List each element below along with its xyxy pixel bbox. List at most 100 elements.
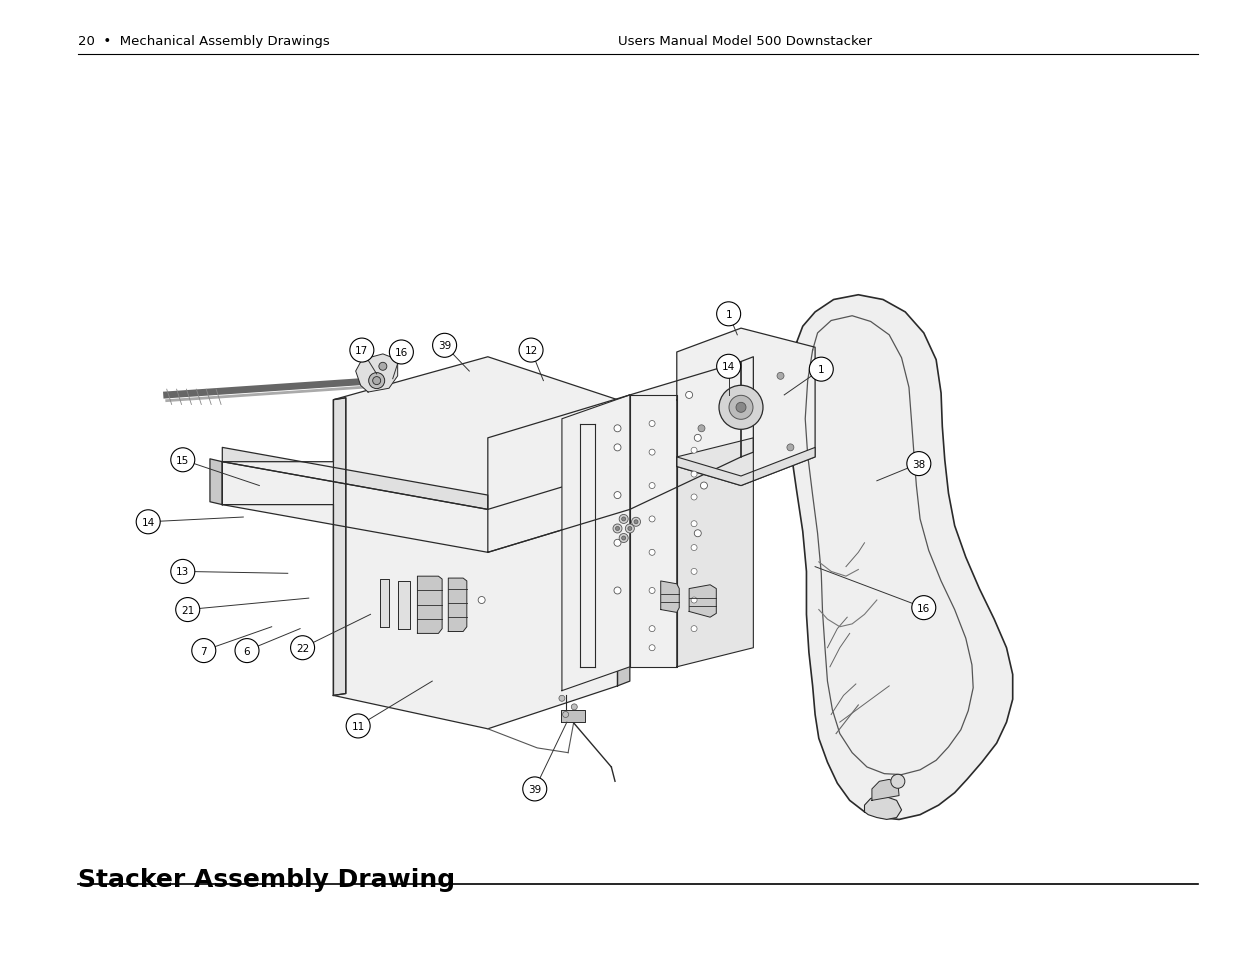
Circle shape bbox=[777, 373, 784, 380]
Text: 13: 13 bbox=[177, 567, 189, 577]
Text: 16: 16 bbox=[918, 603, 930, 613]
Polygon shape bbox=[677, 329, 815, 486]
Circle shape bbox=[614, 587, 621, 595]
Circle shape bbox=[346, 714, 370, 739]
Circle shape bbox=[175, 598, 200, 622]
Circle shape bbox=[650, 517, 655, 522]
Text: 7: 7 bbox=[200, 646, 207, 656]
Circle shape bbox=[692, 626, 697, 632]
Circle shape bbox=[692, 472, 697, 477]
Text: 14: 14 bbox=[722, 362, 735, 372]
Circle shape bbox=[478, 597, 485, 604]
Polygon shape bbox=[488, 362, 741, 553]
Polygon shape bbox=[630, 395, 677, 667]
Circle shape bbox=[559, 696, 564, 701]
Text: 14: 14 bbox=[142, 517, 154, 527]
Circle shape bbox=[692, 448, 697, 454]
Circle shape bbox=[619, 534, 629, 543]
Circle shape bbox=[625, 524, 635, 534]
Polygon shape bbox=[333, 357, 618, 729]
Circle shape bbox=[890, 775, 905, 788]
Circle shape bbox=[634, 520, 638, 524]
Polygon shape bbox=[417, 577, 442, 634]
Polygon shape bbox=[333, 398, 346, 696]
Circle shape bbox=[650, 550, 655, 556]
Circle shape bbox=[615, 527, 620, 531]
Circle shape bbox=[621, 537, 626, 540]
Text: 39: 39 bbox=[529, 784, 541, 794]
Circle shape bbox=[729, 395, 753, 420]
Circle shape bbox=[136, 510, 161, 535]
Circle shape bbox=[379, 363, 387, 371]
Polygon shape bbox=[222, 448, 488, 510]
Circle shape bbox=[650, 645, 655, 651]
Text: 11: 11 bbox=[352, 721, 364, 731]
Circle shape bbox=[650, 450, 655, 456]
Circle shape bbox=[906, 452, 931, 476]
Polygon shape bbox=[618, 395, 630, 686]
Circle shape bbox=[350, 338, 374, 363]
Polygon shape bbox=[210, 459, 222, 505]
Polygon shape bbox=[677, 438, 753, 667]
Circle shape bbox=[736, 403, 746, 413]
Circle shape bbox=[692, 521, 697, 527]
Circle shape bbox=[692, 598, 697, 603]
Text: Stacker Assembly Drawing: Stacker Assembly Drawing bbox=[78, 867, 454, 891]
Text: 15: 15 bbox=[177, 456, 189, 465]
Circle shape bbox=[170, 559, 195, 584]
Polygon shape bbox=[448, 578, 467, 632]
Circle shape bbox=[522, 777, 547, 801]
Circle shape bbox=[627, 527, 632, 531]
Circle shape bbox=[619, 515, 629, 524]
Polygon shape bbox=[356, 355, 398, 393]
Circle shape bbox=[692, 545, 697, 551]
Text: 1: 1 bbox=[725, 310, 732, 319]
Circle shape bbox=[614, 539, 621, 547]
Polygon shape bbox=[689, 585, 716, 618]
Circle shape bbox=[432, 334, 457, 358]
Circle shape bbox=[290, 636, 315, 660]
Circle shape bbox=[719, 386, 763, 430]
Circle shape bbox=[787, 444, 794, 452]
Text: 16: 16 bbox=[395, 348, 408, 357]
Circle shape bbox=[572, 704, 577, 710]
Text: 17: 17 bbox=[356, 346, 368, 355]
Polygon shape bbox=[222, 462, 630, 553]
Circle shape bbox=[614, 492, 621, 499]
Circle shape bbox=[613, 524, 622, 534]
Polygon shape bbox=[741, 357, 753, 457]
Circle shape bbox=[631, 517, 641, 527]
Circle shape bbox=[191, 639, 216, 663]
Circle shape bbox=[650, 588, 655, 594]
Polygon shape bbox=[398, 581, 410, 629]
Circle shape bbox=[692, 495, 697, 500]
Text: 38: 38 bbox=[913, 459, 925, 469]
Text: 1: 1 bbox=[818, 365, 825, 375]
Circle shape bbox=[809, 357, 834, 382]
Circle shape bbox=[698, 425, 705, 433]
Circle shape bbox=[650, 421, 655, 427]
Circle shape bbox=[911, 596, 936, 620]
Circle shape bbox=[235, 639, 259, 663]
Circle shape bbox=[389, 340, 414, 365]
Circle shape bbox=[694, 530, 701, 537]
Polygon shape bbox=[872, 780, 899, 801]
Text: 21: 21 bbox=[182, 605, 194, 615]
Polygon shape bbox=[561, 710, 585, 722]
Polygon shape bbox=[677, 448, 815, 486]
Polygon shape bbox=[661, 581, 679, 613]
Polygon shape bbox=[562, 395, 630, 691]
Circle shape bbox=[716, 355, 741, 379]
Circle shape bbox=[170, 448, 195, 473]
Text: Users Manual Model 500 Downstacker: Users Manual Model 500 Downstacker bbox=[618, 35, 872, 48]
Circle shape bbox=[685, 392, 693, 399]
Circle shape bbox=[650, 483, 655, 489]
Circle shape bbox=[694, 435, 701, 442]
Circle shape bbox=[369, 374, 384, 389]
Circle shape bbox=[563, 712, 568, 718]
Circle shape bbox=[621, 517, 626, 521]
Circle shape bbox=[614, 444, 621, 452]
Polygon shape bbox=[380, 579, 389, 627]
Text: 20  •  Mechanical Assembly Drawings: 20 • Mechanical Assembly Drawings bbox=[78, 35, 330, 48]
Text: 39: 39 bbox=[438, 341, 451, 351]
